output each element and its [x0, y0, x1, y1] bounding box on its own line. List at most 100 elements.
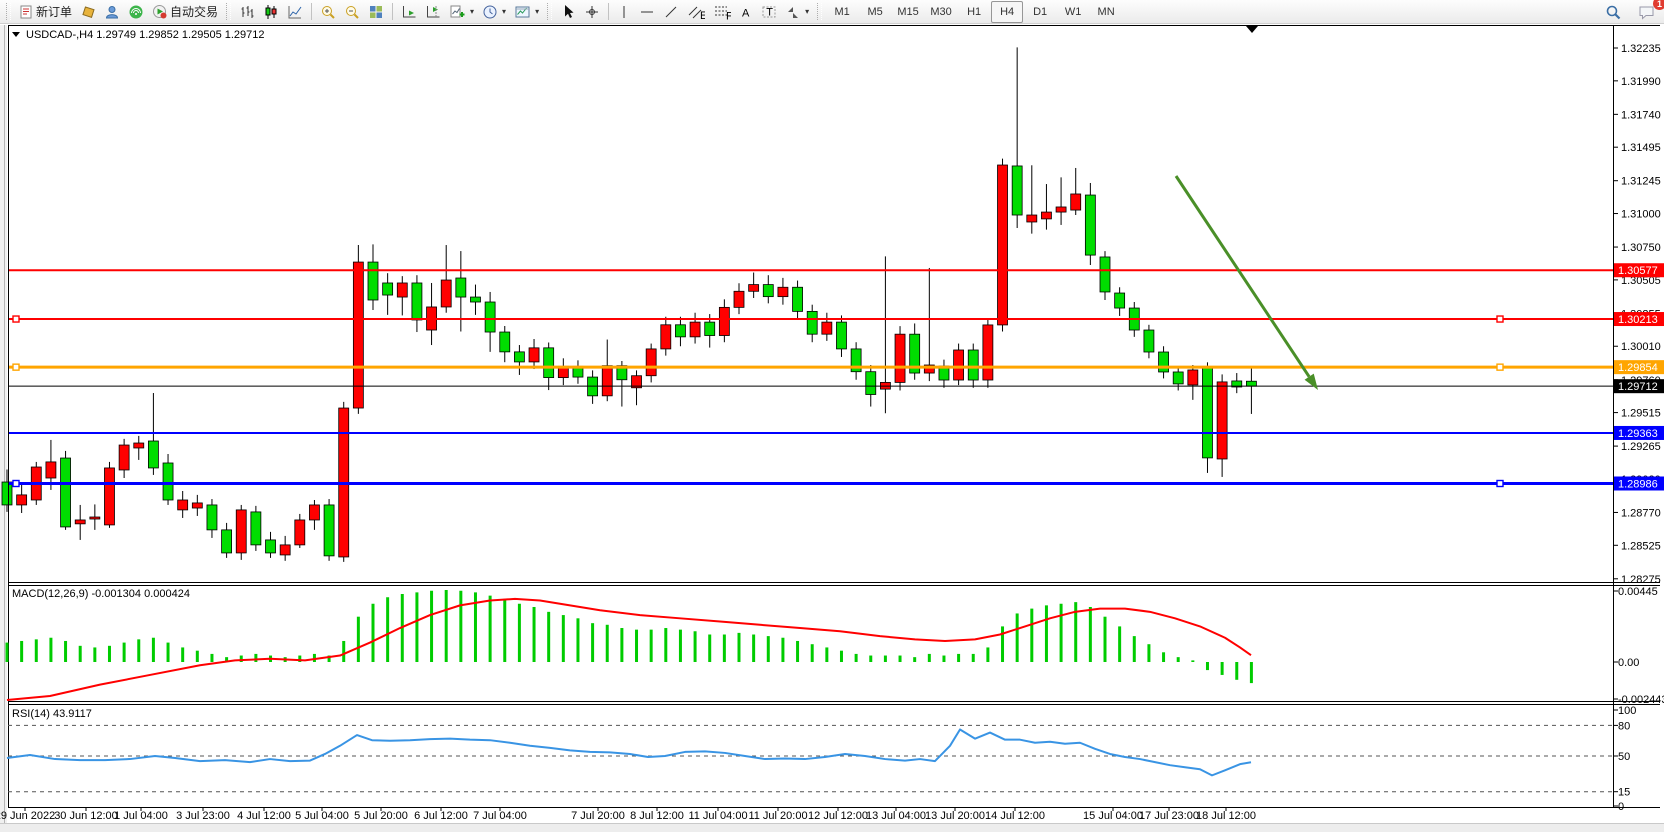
candle-body	[1143, 329, 1155, 353]
trend-arrow[interactable]	[1174, 175, 1318, 390]
trendline-button[interactable]	[659, 1, 683, 23]
candle-body	[177, 499, 189, 511]
timeframe-m30[interactable]: M30	[930, 5, 952, 18]
candle-body	[411, 282, 423, 321]
timeframe-m1[interactable]: M1	[834, 5, 850, 18]
candle-body	[396, 282, 408, 298]
candle-body	[382, 282, 394, 296]
candle-body	[821, 321, 833, 335]
zoom-out-button[interactable]	[340, 1, 364, 23]
zoom-in-button[interactable]	[316, 1, 340, 23]
line-chart-button[interactable]	[283, 1, 307, 23]
time-tick-label: 12 Jul 12:00	[808, 810, 868, 822]
crosshair-icon	[586, 5, 599, 18]
auto-scroll-button[interactable]	[397, 1, 421, 23]
rsi-tick-label: 50	[1618, 751, 1630, 763]
cursor-icon	[565, 4, 574, 18]
vertical-line-button[interactable]	[613, 1, 635, 23]
candle-body	[147, 440, 159, 469]
time-tick-label: 7 Jul 04:00	[473, 810, 527, 822]
hline-handle[interactable]	[12, 315, 20, 323]
templates-button[interactable]: ▾	[510, 1, 543, 23]
candle-body	[1187, 369, 1199, 386]
timeframe-w1[interactable]: W1	[1064, 5, 1082, 18]
notifications-button[interactable]: 1	[1634, 0, 1664, 23]
search-button[interactable]	[1601, 1, 1626, 23]
candlestick-chart-button[interactable]	[259, 1, 283, 23]
candle-body	[850, 348, 862, 373]
window-left-edge	[0, 25, 7, 823]
rsi-pane: RSI(14) 43.9117	[6, 708, 1613, 793]
bar-chart-icon	[241, 5, 254, 18]
arrows-button[interactable]: ▾	[781, 1, 813, 23]
time-tick-label: 5 Jul 20:00	[354, 810, 408, 822]
dropdown-caret-icon: ▾	[470, 7, 475, 16]
candle-body	[1, 481, 13, 506]
tile-windows-button[interactable]	[364, 1, 388, 23]
search-icon	[1606, 5, 1621, 19]
equidistant-channel-button[interactable]: E	[683, 1, 709, 23]
hline-handle[interactable]	[1496, 479, 1504, 488]
candle-body	[104, 467, 115, 526]
notification-badge: 1	[1653, 0, 1664, 10]
trendline-icon	[665, 6, 677, 17]
community-button[interactable]	[100, 1, 124, 23]
text-button[interactable]: A	[735, 1, 757, 23]
signals-button[interactable]	[124, 1, 148, 23]
cursor-button[interactable]	[556, 1, 580, 23]
bar-chart-button[interactable]	[235, 1, 259, 23]
price-tick-label: 1.32235	[1621, 43, 1661, 55]
macd-label: MACD(12,26,9) -0.001304 0.000424	[12, 588, 190, 600]
candle-body	[352, 261, 364, 409]
price-tick-label: 1.31245	[1621, 176, 1661, 188]
chart-shift-marker-icon[interactable]	[1246, 26, 1258, 33]
crosshair-button[interactable]	[580, 1, 604, 23]
candle-body	[967, 349, 979, 381]
auto-trading-button[interactable]: 自动交易	[148, 1, 222, 23]
candle-body	[118, 444, 130, 471]
status-bar	[0, 823, 1664, 832]
candle-body	[89, 516, 101, 520]
price-chart[interactable]: USDCAD-,H4 1.29749 1.29852 1.29505 1.297…	[0, 24, 1664, 831]
symbol-title: USDCAD-,H4 1.29749 1.29852 1.29505 1.297…	[26, 29, 265, 41]
candle-body	[792, 286, 803, 312]
periods-button[interactable]: ▾	[478, 1, 510, 23]
hline-handle[interactable]	[12, 363, 20, 371]
toolbar-grip	[226, 3, 232, 20]
macd-tick-label: 0.00	[1618, 657, 1639, 669]
timeframe-h4[interactable]: H4	[991, 0, 1024, 23]
signal-icon	[129, 5, 143, 18]
chart-background	[0, 24, 1664, 831]
time-tick-label: 11 Jul 04:00	[688, 810, 747, 822]
candle-body	[1172, 371, 1184, 385]
price-axis[interactable]: 1.32235 1.31990 1.31740 1.31495 1.31245 1.310…	[1613, 43, 1664, 813]
collapse-triangle-icon[interactable]	[12, 32, 20, 37]
timeframe-m15[interactable]: M15	[897, 5, 919, 18]
timeframe-h1[interactable]: H1	[967, 5, 982, 18]
price-badge	[1614, 360, 1664, 375]
hline-handle[interactable]	[1496, 363, 1504, 371]
candle-body	[982, 324, 994, 381]
template-icon	[515, 6, 530, 17]
horizontal-line-button[interactable]	[635, 1, 659, 23]
hline-handle[interactable]	[12, 479, 20, 488]
time-tick-label: 29 Jun 2022	[0, 810, 55, 822]
price-badge-label: 1.28986	[1618, 478, 1658, 490]
timeframe-mn[interactable]: MN	[1097, 5, 1115, 18]
candle-body	[279, 544, 291, 556]
fibonacci-button[interactable]: F	[709, 1, 735, 23]
text-label-button[interactable]: T	[757, 1, 781, 23]
candle-body	[660, 324, 672, 350]
new-chart-button[interactable]: ▾	[445, 1, 478, 23]
time-tick-label: 13 Jul 04:00	[866, 810, 926, 822]
candle-body	[133, 442, 145, 449]
market-watch-button[interactable]	[76, 1, 100, 23]
timeframe-m5[interactable]: M5	[867, 5, 883, 18]
candle-body	[1231, 380, 1243, 388]
timeframe-d1[interactable]: D1	[1033, 5, 1048, 18]
chart-shift-button[interactable]	[421, 1, 445, 23]
hline-handle[interactable]	[1496, 315, 1504, 323]
macd-signal-line	[6, 597, 1252, 701]
new-order-button[interactable]: 新订单	[15, 1, 76, 23]
